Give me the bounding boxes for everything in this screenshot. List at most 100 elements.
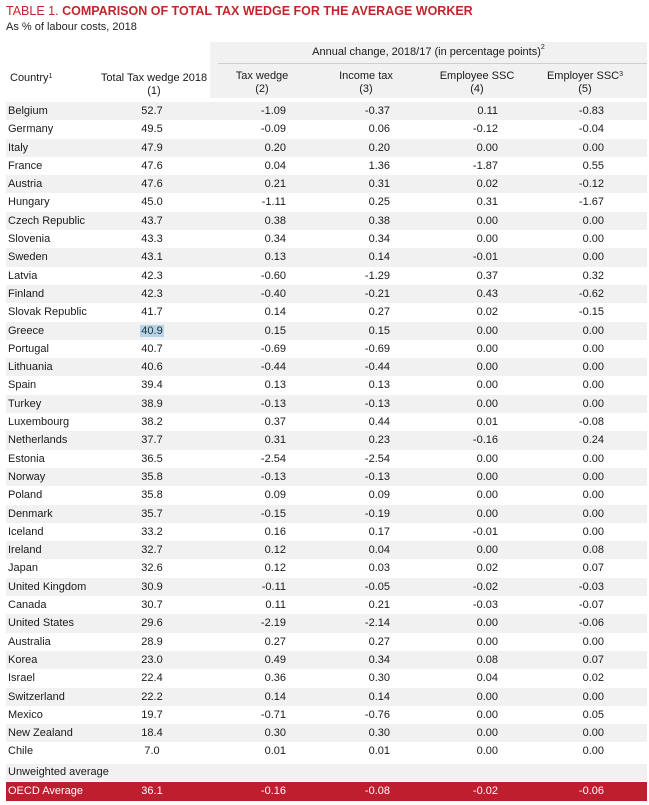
employee-ssc-change-cell: 0.00 bbox=[476, 544, 498, 557]
employer-ssc-change-cell: 0.00 bbox=[582, 745, 604, 758]
employee-ssc-change-cell: 0.00 bbox=[476, 452, 498, 465]
total-tax-wedge-cell: 36.5 bbox=[141, 452, 163, 465]
total-tax-wedge-cell: 30.7 bbox=[141, 599, 163, 612]
country-cell: Latvia bbox=[8, 269, 38, 282]
country-cell: Mexico bbox=[8, 708, 43, 721]
income-tax-change-cell: 0.13 bbox=[368, 379, 390, 392]
country-cell: Slovenia bbox=[8, 233, 51, 246]
tax-wedge-change-cell: 0.34 bbox=[264, 233, 286, 246]
employer-ssc-change-cell: 0.08 bbox=[582, 544, 604, 557]
table-title: TABLE 1. COMPARISON OF TOTAL TAX WEDGE F… bbox=[6, 4, 473, 18]
employee-ssc-change-cell: 0.02 bbox=[476, 306, 498, 319]
employer-ssc-change-cell: 0.00 bbox=[582, 690, 604, 703]
employer-ssc-change-cell: -0.15 bbox=[578, 306, 604, 319]
country-cell: Slovak Republic bbox=[8, 306, 87, 319]
income-tax-change-cell: -0.05 bbox=[364, 580, 390, 593]
total-tax-wedge-cell: 22.2 bbox=[141, 690, 163, 703]
table-row: Netherlands 37.7 0.31 0.23 -0.16 0.24 bbox=[6, 431, 647, 450]
country-cell: Korea bbox=[8, 653, 38, 666]
employer-ssc-change-cell: 0.00 bbox=[582, 470, 604, 483]
table-row: United Kingdom 30.9 -0.11 -0.05 -0.02 -0.03 bbox=[6, 577, 647, 597]
employer-ssc-change-cell: -1.67 bbox=[578, 196, 604, 209]
total-tax-wedge-cell: 43.3 bbox=[141, 233, 163, 246]
total-tax-wedge-cell: 40.7 bbox=[141, 342, 163, 355]
income-tax-change-cell: 0.14 bbox=[368, 251, 390, 264]
annual-change-header: Annual change, 2018/17 (in percentage po… bbox=[312, 44, 545, 58]
employer-ssc-change-cell: 0.02 bbox=[582, 672, 604, 685]
table-row: Belgium 52.7 -1.09 -0.37 0.11 -0.83 bbox=[6, 102, 647, 121]
employee-ssc-change-cell: 0.00 bbox=[476, 324, 498, 337]
tax-wedge-change-cell: 0.20 bbox=[264, 141, 286, 154]
employee-ssc-change-cell: 0.00 bbox=[476, 233, 498, 246]
total-tax-wedge-cell: 35.8 bbox=[141, 489, 163, 502]
tax-wedge-change-cell: -0.09 bbox=[260, 123, 286, 136]
income-tax-change-cell: 0.15 bbox=[368, 324, 390, 337]
employee-ssc-change-cell: 0.00 bbox=[476, 141, 498, 154]
table-body: Belgium 52.7 -1.09 -0.37 0.11 -0.83 Germany 49.… bbox=[6, 102, 647, 761]
oecd-average-income-tax: -0.08 bbox=[364, 785, 390, 797]
tax-wedge-change-cell: 0.36 bbox=[264, 672, 286, 685]
employee-ssc-change-cell: -0.01 bbox=[472, 251, 498, 264]
tax-wedge-change-cell: 0.37 bbox=[264, 416, 286, 429]
income-tax-change-cell: -2.14 bbox=[364, 617, 390, 630]
table-row: Finland 42.3 -0.40 -0.21 0.43 -0.62 bbox=[6, 284, 647, 304]
income-tax-change-cell: -0.21 bbox=[364, 287, 390, 300]
tax-wedge-change-cell: 0.49 bbox=[264, 653, 286, 666]
table-row: Iceland 33.2 0.16 0.17 -0.01 0.00 bbox=[6, 523, 647, 541]
header-total-tax-wedge: Total Tax wedge 2018 (1) bbox=[100, 72, 208, 97]
employee-ssc-change-cell: 0.00 bbox=[476, 727, 498, 740]
income-tax-change-cell: -2.54 bbox=[364, 452, 390, 465]
table-row: Japan 32.6 0.12 0.03 0.02 0.07 bbox=[6, 559, 647, 577]
country-cell: Canada bbox=[8, 599, 47, 612]
income-tax-change-cell: -0.76 bbox=[364, 708, 390, 721]
tax-wedge-change-cell: 0.09 bbox=[264, 489, 286, 502]
income-tax-change-cell: 0.09 bbox=[368, 489, 390, 502]
table-title-text: COMPARISON OF TOTAL TAX WEDGE FOR THE AV… bbox=[62, 4, 473, 18]
table-row: Ireland 32.7 0.12 0.04 0.00 0.08 bbox=[6, 541, 647, 560]
income-tax-change-cell: 0.31 bbox=[368, 178, 390, 191]
header-country: Country1 bbox=[10, 72, 53, 84]
employer-ssc-change-cell: 0.07 bbox=[582, 562, 604, 575]
country-cell: Denmark bbox=[8, 507, 53, 520]
tax-wedge-change-cell: 0.04 bbox=[264, 159, 286, 172]
country-cell: Switzerland bbox=[8, 690, 65, 703]
total-tax-wedge-cell: 35.7 bbox=[141, 507, 163, 520]
income-tax-change-cell: 0.44 bbox=[368, 416, 390, 429]
country-cell: Ireland bbox=[8, 544, 42, 557]
employer-ssc-change-cell: 0.00 bbox=[582, 214, 604, 227]
employer-ssc-change-cell: 0.00 bbox=[582, 727, 604, 740]
income-tax-change-cell: 0.27 bbox=[368, 306, 390, 319]
tax-wedge-change-cell: -1.09 bbox=[260, 105, 286, 117]
table-row: United States 29.6 -2.19 -2.14 0.00 -0.06 bbox=[6, 614, 647, 633]
country-cell: Turkey bbox=[8, 397, 42, 410]
income-tax-change-cell: -0.37 bbox=[364, 105, 390, 117]
country-cell: Italy bbox=[8, 141, 29, 154]
employee-ssc-change-cell: 0.00 bbox=[476, 708, 498, 721]
income-tax-change-cell: 0.21 bbox=[368, 599, 390, 612]
income-tax-change-cell: 0.01 bbox=[368, 745, 390, 758]
employer-ssc-change-cell: 0.00 bbox=[582, 635, 604, 648]
employer-ssc-change-cell: 0.00 bbox=[582, 233, 604, 246]
country-cell: Greece bbox=[8, 324, 45, 337]
income-tax-change-cell: 0.06 bbox=[368, 123, 390, 136]
table-row: Latvia 42.3 -0.60 -1.29 0.37 0.32 bbox=[6, 267, 647, 285]
total-tax-wedge-cell: 43.7 bbox=[141, 214, 163, 227]
tax-wedge-change-cell: 0.12 bbox=[264, 562, 286, 575]
income-tax-change-cell: 0.14 bbox=[368, 690, 390, 703]
total-tax-wedge-cell: 32.7 bbox=[141, 544, 163, 557]
tax-wedge-change-cell: -0.15 bbox=[260, 507, 286, 520]
employer-ssc-change-cell: -0.62 bbox=[578, 287, 604, 300]
tax-wedge-change-cell: -1.11 bbox=[261, 196, 286, 209]
country-cell: Lithuania bbox=[8, 361, 53, 374]
total-tax-wedge-cell: 42.3 bbox=[141, 269, 163, 282]
employer-ssc-change-cell: 0.05 bbox=[582, 708, 604, 721]
income-tax-change-cell: 0.03 bbox=[368, 562, 390, 575]
employee-ssc-change-cell: 0.00 bbox=[476, 379, 498, 392]
total-tax-wedge-cell: 22.4 bbox=[141, 672, 163, 685]
country-cell: United Kingdom bbox=[8, 580, 87, 593]
table-row: Canada 30.7 0.11 0.21 -0.03 -0.07 bbox=[6, 596, 647, 614]
employee-ssc-change-cell: 0.02 bbox=[476, 562, 498, 575]
employer-ssc-change-cell: 0.00 bbox=[582, 141, 604, 154]
table-row: Turkey 38.9 -0.13 -0.13 0.00 0.00 bbox=[6, 394, 647, 414]
tax-wedge-change-cell: -0.60 bbox=[260, 269, 286, 282]
